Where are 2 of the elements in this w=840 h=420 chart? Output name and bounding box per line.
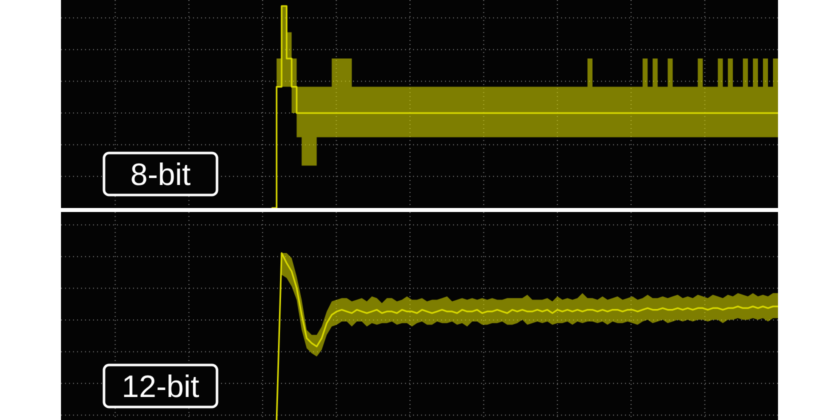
text: 8-bit <box>130 157 192 192</box>
text: 12-bit <box>122 369 200 404</box>
